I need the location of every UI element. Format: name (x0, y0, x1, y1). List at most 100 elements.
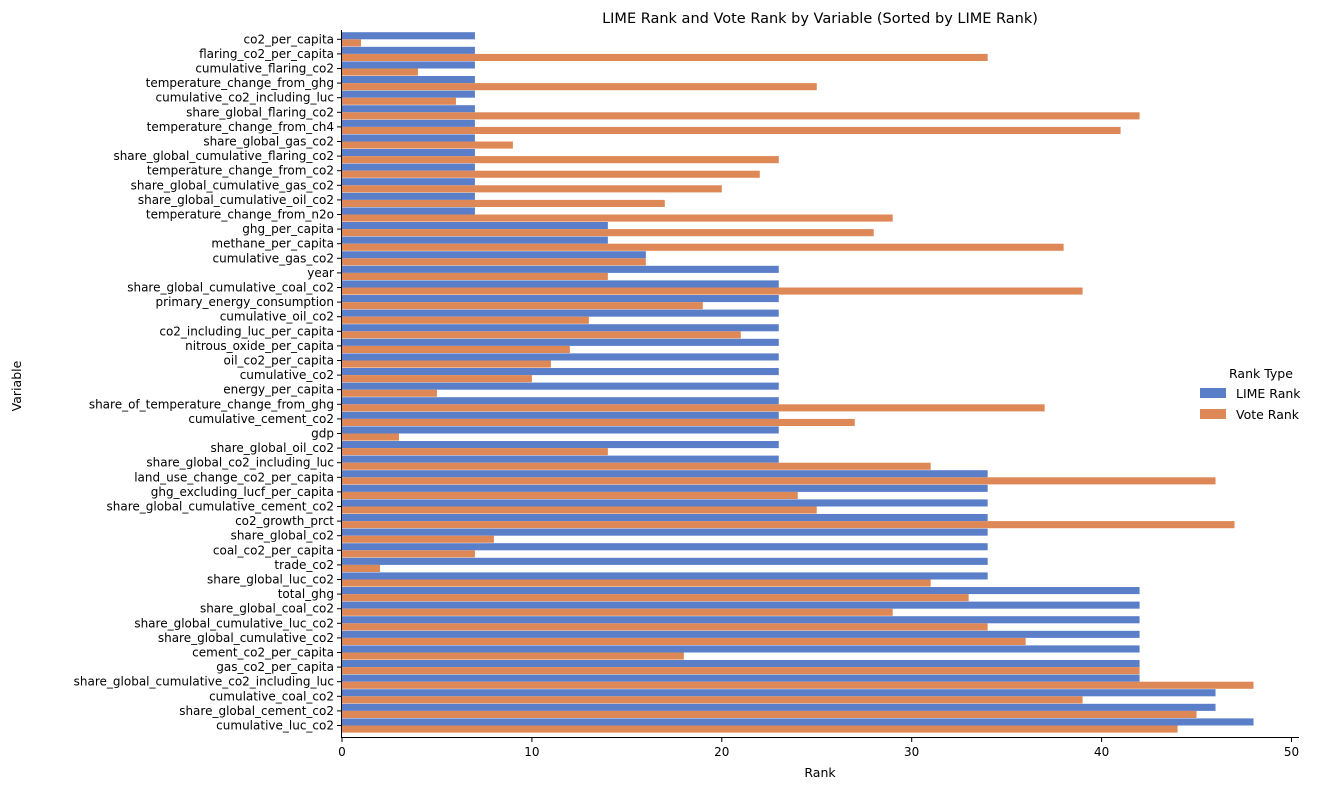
y-tick-label: temperature_change_from_ch4 (147, 120, 334, 134)
bar-vote-cement_co2_per_capita (342, 652, 684, 660)
bar-vote-cumulative_coal_co2 (342, 696, 1083, 704)
bar-vote-year (342, 272, 608, 280)
bar-lime-temperature_change_from_n2o (342, 207, 475, 215)
y-tick-label: share_global_cumulative_co2_including_lu… (74, 675, 334, 689)
bar-vote-temperature_change_from_ghg (342, 83, 817, 91)
y-tick-label: share_global_cumulative_flaring_co2 (113, 149, 334, 163)
y-tick-label: total_ghg (278, 587, 334, 601)
bar-vote-temperature_change_from_ch4 (342, 126, 1121, 134)
bar-lime-share_global_cement_co2 (342, 703, 1216, 711)
bar-vote-co2_per_capita (342, 39, 361, 47)
bars-group (342, 32, 1254, 733)
x-tick-label: 40 (1094, 745, 1109, 759)
bar-lime-share_global_cumulative_luc_co2 (342, 616, 1140, 624)
y-tick-label: cumulative_co2 (240, 368, 334, 382)
bar-vote-nitrous_oxide_per_capita (342, 345, 570, 353)
bar-vote-co2_growth_prct (342, 521, 1235, 529)
bar-lime-cumulative_co2 (342, 368, 779, 376)
bar-lime-share_global_flaring_co2 (342, 105, 475, 113)
y-tick-label: cement_co2_per_capita (192, 646, 334, 660)
bar-lime-share_global_cumulative_coal_co2 (342, 280, 779, 288)
y-tick-label: share_global_cumulative_gas_co2 (131, 178, 334, 192)
bar-lime-gas_co2_per_capita (342, 660, 1140, 668)
bar-lime-trade_co2 (342, 557, 988, 565)
y-axis-label: Variable (9, 360, 24, 411)
bar-vote-oil_co2_per_capita (342, 360, 551, 368)
bar-lime-cumulative_coal_co2 (342, 689, 1216, 697)
x-tick-label: 10 (524, 745, 539, 759)
x-axis-label: Rank (804, 765, 836, 780)
y-tick-label: share_global_cumulative_coal_co2 (127, 281, 334, 295)
bar-lime-methane_per_capita (342, 236, 608, 244)
legend-swatch-lime (1200, 388, 1226, 398)
bar-vote-methane_per_capita (342, 243, 1064, 251)
bar-lime-cumulative_co2_including_luc (342, 90, 475, 98)
legend-label-lime: LIME Rank (1236, 386, 1301, 401)
bar-lime-co2_per_capita (342, 32, 475, 40)
y-tick-label: co2_growth_prct (235, 514, 334, 528)
y-tick-label: primary_energy_consumption (156, 295, 334, 309)
bar-vote-share_global_cumulative_co2_including_luc (342, 681, 1254, 689)
y-tick-label: ghg_per_capita (242, 222, 334, 236)
bar-lime-cumulative_oil_co2 (342, 309, 779, 317)
y-tick-label: nitrous_oxide_per_capita (185, 339, 334, 353)
x-tick-label: 50 (1284, 745, 1299, 759)
bar-vote-share_global_cumulative_gas_co2 (342, 185, 722, 193)
bar-vote-gas_co2_per_capita (342, 667, 1140, 675)
bar-lime-total_ghg (342, 587, 1140, 595)
y-tick-label: gdp (311, 427, 334, 441)
bar-vote-share_global_cumulative_coal_co2 (342, 287, 1083, 295)
bar-vote-cumulative_oil_co2 (342, 316, 589, 324)
bar-vote-share_global_cumulative_oil_co2 (342, 199, 665, 207)
y-tick-label: temperature_change_from_co2 (147, 164, 334, 178)
bar-vote-share_global_luc_co2 (342, 579, 931, 587)
bar-lime-share_global_co2 (342, 528, 988, 536)
bar-vote-share_of_temperature_change_from_ghg (342, 404, 1045, 412)
bar-lime-oil_co2_per_capita (342, 353, 779, 361)
legend: Rank Type LIME Rank Vote Rank (1200, 366, 1301, 422)
y-tick-label: share_global_cement_co2 (179, 704, 334, 718)
bar-lime-co2_including_luc_per_capita (342, 324, 779, 332)
y-tick-label: share_global_cumulative_luc_co2 (134, 616, 334, 630)
bar-vote-share_global_cumulative_co2 (342, 637, 1026, 645)
bar-vote-temperature_change_from_co2 (342, 170, 760, 178)
bar-vote-cumulative_co2 (342, 375, 532, 383)
y-tick-label: share_global_oil_co2 (211, 441, 334, 455)
bar-vote-energy_per_capita (342, 389, 437, 397)
y-tick-label: share_global_coal_co2 (200, 602, 334, 616)
y-tick-label: temperature_change_from_ghg (146, 76, 334, 90)
bar-vote-share_global_co2_including_luc (342, 462, 931, 470)
bar-vote-gdp (342, 433, 399, 441)
bar-lime-primary_energy_consumption (342, 295, 779, 303)
bar-vote-ghg_per_capita (342, 229, 874, 237)
y-tick-label: cumulative_coal_co2 (209, 689, 334, 703)
y-tick-label: energy_per_capita (223, 383, 334, 397)
y-tick-label: co2_including_luc_per_capita (159, 324, 334, 338)
y-tick-label: share_global_luc_co2 (207, 573, 334, 587)
bar-lime-share_of_temperature_change_from_ghg (342, 397, 779, 405)
y-tick-label: methane_per_capita (211, 237, 334, 251)
bar-lime-year (342, 265, 779, 273)
bar-vote-flaring_co2_per_capita (342, 53, 988, 61)
bar-lime-share_global_cumulative_oil_co2 (342, 192, 475, 200)
bar-vote-trade_co2 (342, 564, 380, 572)
bar-vote-share_global_coal_co2 (342, 608, 893, 616)
bar-lime-share_global_gas_co2 (342, 134, 475, 142)
bar-vote-share_global_cumulative_flaring_co2 (342, 156, 779, 164)
legend-label-vote: Vote Rank (1236, 407, 1300, 422)
bar-lime-ghg_per_capita (342, 222, 608, 230)
bar-lime-share_global_co2_including_luc (342, 455, 779, 463)
bar-lime-share_global_luc_co2 (342, 572, 988, 580)
y-tick-label: coal_co2_per_capita (213, 543, 334, 557)
bar-vote-cumulative_cement_co2 (342, 418, 855, 426)
y-tick-label: share_global_flaring_co2 (186, 105, 334, 119)
x-tick-label: 20 (714, 745, 729, 759)
bar-vote-land_use_change_co2_per_capita (342, 477, 1216, 485)
legend-swatch-vote (1200, 409, 1226, 419)
bar-vote-cumulative_flaring_co2 (342, 68, 418, 76)
legend-title: Rank Type (1229, 366, 1293, 381)
y-tick-label: oil_co2_per_capita (224, 354, 334, 368)
bar-lime-flaring_co2_per_capita (342, 46, 475, 54)
bar-vote-coal_co2_per_capita (342, 550, 475, 558)
